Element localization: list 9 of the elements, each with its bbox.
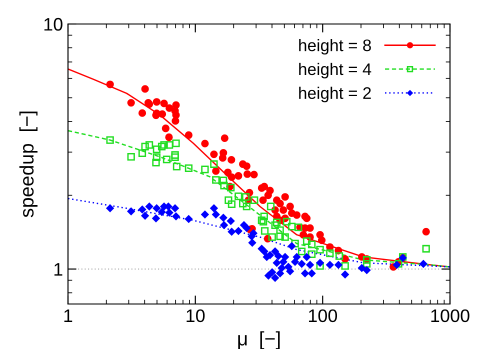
x-tick-label: 100 <box>308 309 338 322</box>
legend-label: height = 4 <box>299 62 372 78</box>
x-tick-label: 1000 <box>431 309 470 322</box>
x-tick-label: 10 <box>186 309 205 322</box>
legend-label: height = 2 <box>299 86 371 102</box>
x-tick-label: 1 <box>64 310 72 322</box>
y-axis-title: speedup [−] <box>19 112 38 218</box>
x-axis-title: μ [−] <box>238 331 280 349</box>
legend-label: height = 8 <box>299 39 371 55</box>
